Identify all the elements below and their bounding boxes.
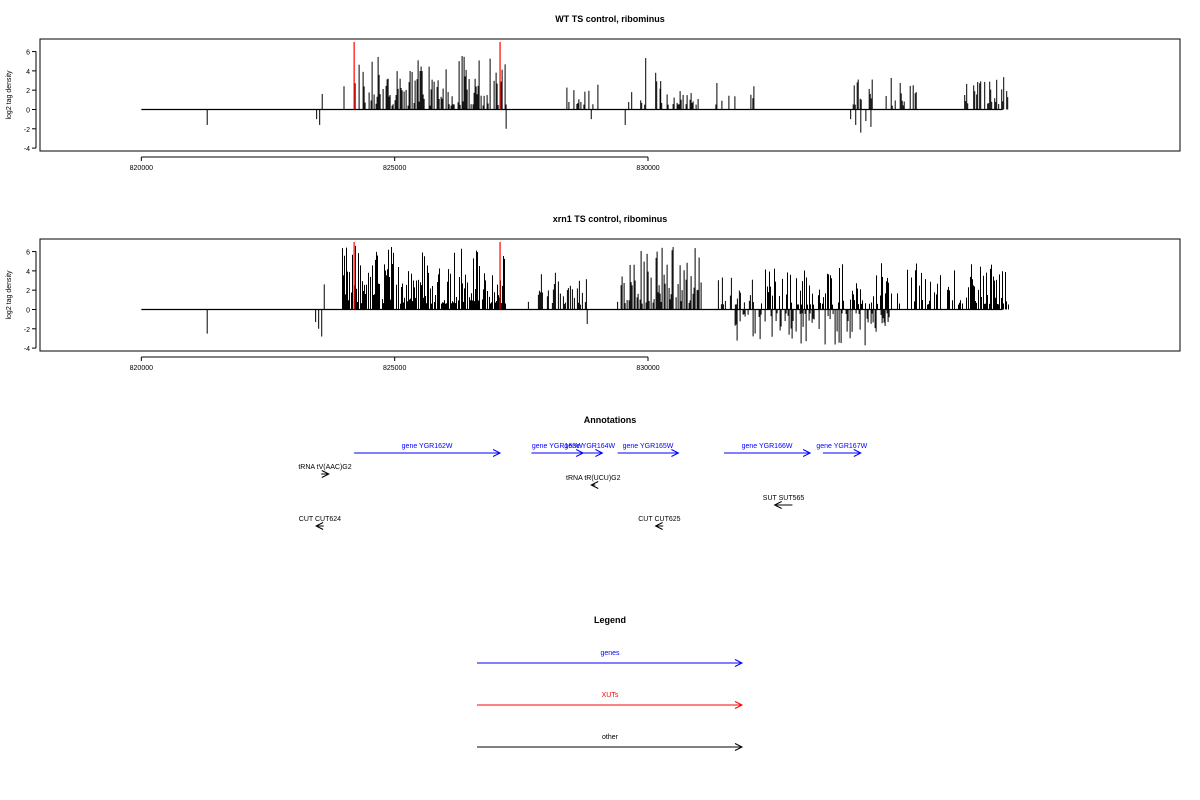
y-tick-label: 4 <box>26 69 30 76</box>
annotation-arrow-head <box>853 449 862 457</box>
y-tick-label: 6 <box>26 250 30 257</box>
annotations-title: Annotations <box>584 415 637 425</box>
annotation-other: CUT CUT625 <box>638 516 681 530</box>
x-tick-label: 825000 <box>383 365 406 372</box>
annotation-other: SUT SUT565 <box>763 495 805 509</box>
annotation-arrow-head <box>595 449 604 457</box>
y-tick-label: -2 <box>24 327 30 334</box>
annotation-label: gene YGR165W <box>623 443 674 450</box>
y-axis-label: log2 tag density <box>6 270 13 320</box>
legend-arrow-head <box>734 701 744 709</box>
annotation-arrow-head <box>321 470 330 478</box>
chart-panel-1: WT TS control, ribominus -4 -2 0 2 4 6 log2 tag… <box>6 14 1181 172</box>
x-tick-label: 820000 <box>130 365 153 372</box>
x-tick-label: 825000 <box>383 165 406 172</box>
chart-title: xrn1 TS control, ribominus <box>553 214 668 224</box>
annotation-label: gene YGR166W <box>742 443 793 450</box>
y-tick-label: 6 <box>26 50 30 57</box>
legend-title: Legend <box>594 615 626 625</box>
annotation-label: tRNA tV(AAC)G2 <box>298 464 351 471</box>
bar-series <box>206 55 1009 133</box>
y-tick-label: 4 <box>26 269 30 276</box>
bar-series <box>206 245 1009 346</box>
plot-frame <box>39 238 1181 352</box>
y-tick-label: 0 <box>26 107 30 114</box>
annotation-arrow-head <box>654 522 663 530</box>
annotation-arrow-head <box>315 522 324 530</box>
y-tick-label: -4 <box>24 346 30 353</box>
legend-label: other <box>602 734 619 741</box>
annotation-label: CUT CUT624 <box>299 516 341 523</box>
annotation-gene: gene YGR166W <box>724 443 812 457</box>
annotation-label: SUT SUT565 <box>763 495 805 502</box>
annotation-label: gene YGR163W <box>532 443 583 450</box>
legend-entry-other: other <box>477 734 744 751</box>
annotation-gene: gene YGR167W <box>816 443 868 457</box>
annotation-arrow-head <box>590 481 599 489</box>
legend-arrow-head <box>734 659 744 667</box>
legend: Legend genes XUTs other <box>477 615 744 751</box>
legend-arrow-head <box>734 743 744 751</box>
annotation-label: CUT CUT625 <box>638 516 680 523</box>
y-axis-label: log2 tag density <box>6 70 13 120</box>
annotation-label: gene YGR164W <box>564 443 615 450</box>
legend-label: genes <box>600 650 620 657</box>
x-tick-label: 830000 <box>636 165 659 172</box>
annotation-arrow-head <box>802 449 812 457</box>
y-tick-label: -4 <box>24 146 30 153</box>
y-tick-label: 0 <box>26 307 30 314</box>
annotation-arrow-head <box>492 449 502 457</box>
annotation-label: gene YGR162W <box>402 443 453 450</box>
annotation-arrow-head <box>773 501 782 509</box>
annotation-label: tRNA tR(UCU)G2 <box>566 475 621 482</box>
y-tick-label: 2 <box>26 288 30 295</box>
annotation-gene: gene YGR164W <box>564 443 616 457</box>
annotation-label: gene YGR167W <box>816 443 867 450</box>
annotation-arrow-head <box>671 449 680 457</box>
legend-label: XUTs <box>602 692 619 699</box>
chart-title: WT TS control, ribominus <box>555 14 665 24</box>
annotation-other: tRNA tR(UCU)G2 <box>566 475 621 489</box>
annotation-gene: gene YGR165W <box>617 443 680 457</box>
annotation-other: CUT CUT624 <box>299 516 341 530</box>
plot-frame <box>39 38 1181 152</box>
x-tick-label: 820000 <box>130 165 153 172</box>
annotation-other: tRNA tV(AAC)G2 <box>298 464 352 478</box>
y-tick-label: -2 <box>24 127 30 134</box>
legend-entry-gene: genes <box>477 650 744 667</box>
y-tick-label: 2 <box>26 88 30 95</box>
chart-panel-2: xrn1 TS control, ribominus -4 -2 0 2 4 6 log2 t… <box>6 214 1181 372</box>
x-tick-label: 830000 <box>636 365 659 372</box>
legend-entry-xut: XUTs <box>477 692 744 709</box>
annotation-gene: gene YGR162W <box>354 443 502 457</box>
